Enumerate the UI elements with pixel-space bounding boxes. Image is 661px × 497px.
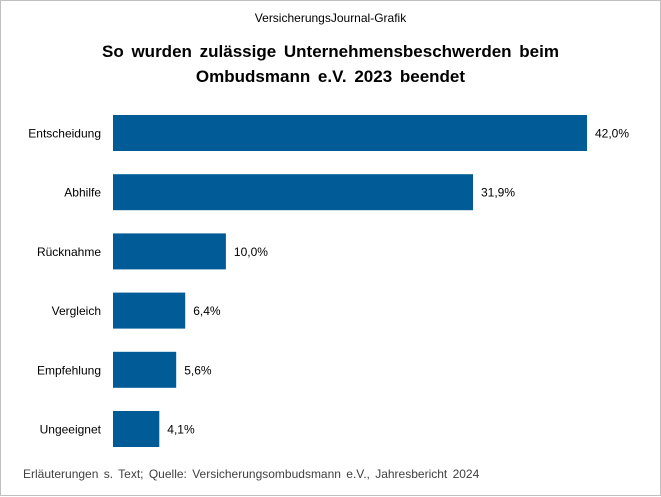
bar-0: [113, 115, 587, 151]
source-footnote: Erläuterungen s. Text; Quelle: Versicher…: [23, 467, 480, 481]
chart-title: So wurden zulässige Unternehmensbeschwer…: [1, 39, 660, 89]
value-label: 42,0%: [595, 127, 629, 141]
value-label: 4,1%: [167, 423, 195, 437]
chart-title-line-1: So wurden zulässige Unternehmensbeschwer…: [102, 42, 559, 61]
bar-5: [113, 411, 160, 447]
bar-3: [113, 292, 186, 329]
category-label: Vergleich: [52, 304, 101, 318]
bar-4: [113, 351, 177, 388]
category-label: Empfehlung: [37, 363, 101, 377]
value-label: 5,6%: [184, 363, 212, 377]
category-label: Entscheidung: [28, 127, 101, 141]
value-label: 31,9%: [481, 186, 515, 200]
publisher-label: VersicherungsJournal-Grafik: [254, 11, 407, 25]
value-label: 6,4%: [193, 304, 221, 318]
value-label: 10,0%: [234, 245, 268, 259]
chart-title-line-2: Ombudsmann e.V. 2023 beendet: [195, 67, 466, 86]
bar-2: [113, 233, 226, 270]
category-label: Rücknahme: [37, 245, 101, 259]
category-label: Abhilfe: [64, 186, 101, 200]
category-label: Ungeeignet: [40, 423, 102, 437]
bar-1: [113, 174, 473, 211]
